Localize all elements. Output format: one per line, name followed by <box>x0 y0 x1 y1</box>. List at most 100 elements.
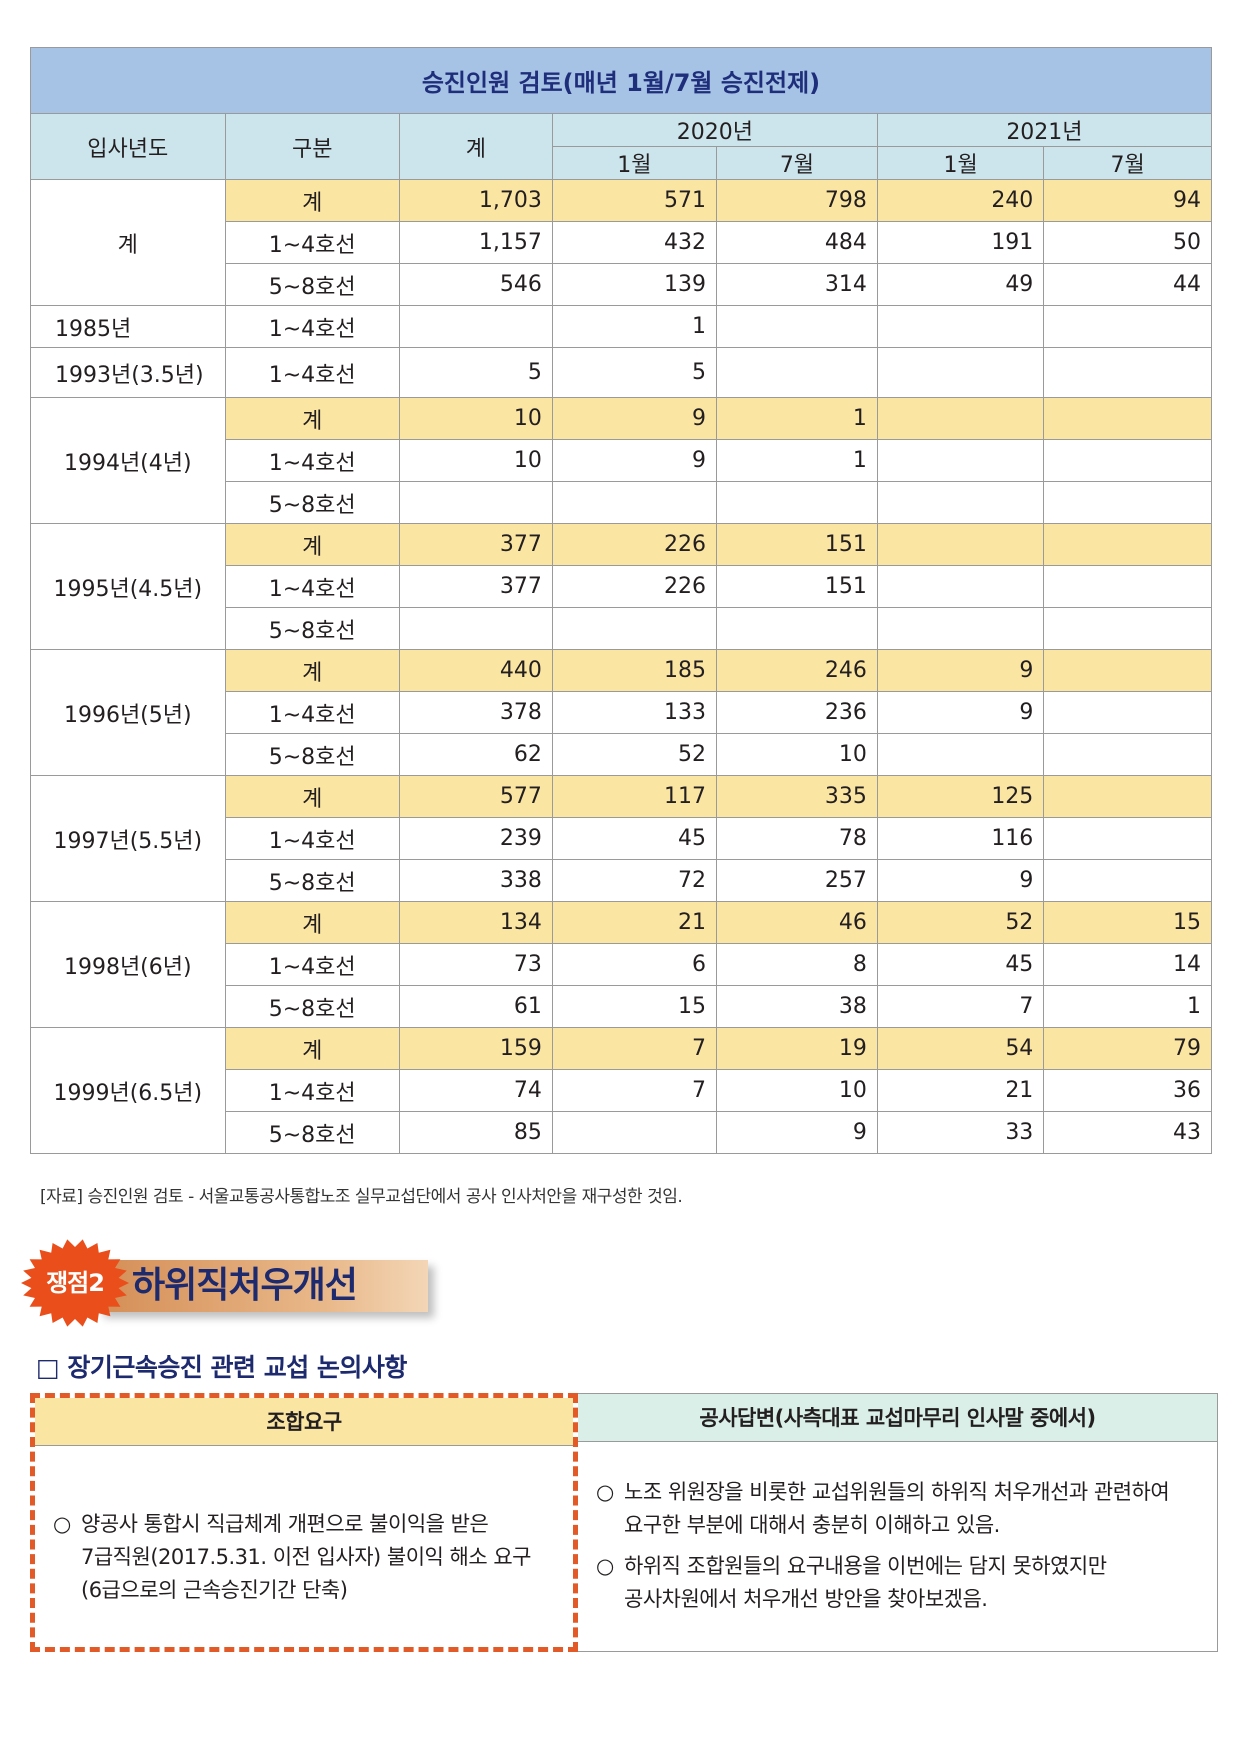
company-answer-list: ○ 노조 위원장을 비롯한 교섭위원들의 하위직 처우개선과 관련하여 요구한 부분… <box>588 1476 1208 1616</box>
header-2021: 2021년 <box>876 113 1213 147</box>
category-cell: 계 <box>224 649 400 692</box>
value-cell-y2020-jul: 246 <box>716 649 878 692</box>
value-cell-y2021-jul: 14 <box>1043 943 1212 986</box>
category-cell: 계 <box>224 901 400 944</box>
value-cell-total: 61 <box>398 985 553 1028</box>
value-cell-y2020-jan: 45 <box>551 817 718 860</box>
company-answer-header: 공사답변(사측대표 교섭마무리 인사말 중에서) <box>578 1394 1217 1442</box>
item-line: 노조 위원장을 비롯한 교섭위원들의 하위직 처우개선과 관련하여 <box>624 1480 1170 1504</box>
header-2020-jan: 1월 <box>551 146 718 180</box>
year-cell: 계 <box>30 179 226 306</box>
value-cell-total: 377 <box>398 523 553 566</box>
value-cell-y2020-jul: 335 <box>716 775 878 818</box>
value-cell-total: 85 <box>398 1111 553 1154</box>
item-line: 하위직 조합원들의 요구내용을 이번에는 담지 못하였지만 <box>624 1554 1107 1578</box>
value-cell-y2020-jul: 484 <box>716 221 878 264</box>
value-cell-y2021-jul: 43 <box>1043 1111 1212 1154</box>
value-cell-total: 74 <box>398 1069 553 1112</box>
table-row: 5~8호선 <box>31 481 1212 524</box>
value-cell-y2020-jul: 9 <box>716 1111 878 1154</box>
header-total: 계 <box>398 113 553 180</box>
value-cell-y2021-jul <box>1043 397 1212 440</box>
header-2021-jul: 7월 <box>1043 146 1212 180</box>
year-cell: 1994년(4년) <box>30 397 226 524</box>
value-cell-y2020-jan: 15 <box>551 985 718 1028</box>
value-cell-y2020-jan: 185 <box>551 649 718 692</box>
category-cell: 5~8호선 <box>224 733 400 776</box>
union-demand-header: 조합요구 <box>35 1398 573 1446</box>
value-cell-y2020-jul: 151 <box>716 565 878 608</box>
table-row: 5~8호선 85 9 33 43 <box>31 1111 1212 1154</box>
value-cell-total: 239 <box>398 817 553 860</box>
union-demand-item: ○ 양공사 통합시 직급체계 개편으로 불이익을 받은 7급직원(2017.5.31… <box>45 1508 565 1607</box>
value-cell-y2021-jul <box>1043 649 1212 692</box>
category-cell: 1~4호선 <box>224 305 400 348</box>
value-cell-y2021-jan: 116 <box>876 817 1045 860</box>
value-cell-y2021-jan: 49 <box>876 263 1045 306</box>
value-cell-total: 378 <box>398 691 553 734</box>
table-row: 5~8호선 61 15 38 7 1 <box>31 985 1212 1028</box>
value-cell-y2020-jul: 38 <box>716 985 878 1028</box>
bullet-circle-icon: ○ <box>53 1512 71 1536</box>
value-cell-total: 546 <box>398 263 553 306</box>
year-cell: 1996년(5년) <box>30 649 226 776</box>
value-cell-total: 159 <box>398 1027 553 1070</box>
value-cell-y2020-jul: 1 <box>716 439 878 482</box>
value-cell-y2021-jan: 33 <box>876 1111 1045 1154</box>
value-cell-y2020-jan: 571 <box>551 179 718 222</box>
table-row: 1~4호선 377 226 151 <box>31 565 1212 608</box>
table-row: 1994년(4년) 계 10 9 1 <box>30 397 1212 524</box>
table-row: 1985년 1~4호선 1 <box>30 305 1212 348</box>
value-cell-y2020-jul: 314 <box>716 263 878 306</box>
value-cell-y2020-jan: 7 <box>551 1069 718 1112</box>
issue-heading: 하위직처우개선 쟁점2 <box>20 1238 428 1327</box>
value-cell-y2021-jul <box>1043 775 1212 818</box>
value-cell-y2020-jan: 139 <box>551 263 718 306</box>
value-cell-y2021-jan: 52 <box>876 901 1045 944</box>
value-cell-y2020-jan: 9 <box>551 439 718 482</box>
year-cell: 1999년(6.5년) <box>30 1027 226 1154</box>
value-cell-y2020-jan: 133 <box>551 691 718 734</box>
category-cell: 5~8호선 <box>224 263 400 306</box>
value-cell-y2020-jan: 72 <box>551 859 718 902</box>
value-cell-y2021-jul <box>1043 347 1212 398</box>
bullet-circle-icon: ○ <box>596 1480 614 1504</box>
value-cell-total: 440 <box>398 649 553 692</box>
value-cell-y2021-jan <box>876 481 1045 524</box>
category-cell: 1~4호선 <box>224 221 400 264</box>
value-cell-y2020-jul: 236 <box>716 691 878 734</box>
value-cell-y2021-jul: 79 <box>1043 1027 1212 1070</box>
value-cell-y2021-jul <box>1043 439 1212 482</box>
value-cell-y2021-jan <box>876 305 1045 348</box>
category-cell: 1~4호선 <box>224 1069 400 1112</box>
company-answer-item: ○ 노조 위원장을 비롯한 교섭위원들의 하위직 처우개선과 관련하여 요구한 부분… <box>588 1476 1208 1542</box>
value-cell-total: 1,157 <box>398 221 553 264</box>
value-cell-y2020-jul <box>716 347 878 398</box>
category-cell: 1~4호선 <box>224 817 400 860</box>
year-cell: 1985년 <box>30 305 226 348</box>
value-cell-y2020-jan: 117 <box>551 775 718 818</box>
value-cell-y2020-jul: 78 <box>716 817 878 860</box>
value-cell-y2020-jan: 52 <box>551 733 718 776</box>
category-cell: 5~8호선 <box>224 985 400 1028</box>
value-cell-y2021-jan <box>876 523 1045 566</box>
value-cell-y2021-jul <box>1043 733 1212 776</box>
value-cell-y2021-jul: 94 <box>1043 179 1212 222</box>
issue-title-band <box>98 1260 428 1312</box>
value-cell-y2021-jul <box>1043 859 1212 902</box>
item-line: 7급직원(2017.5.31. 이전 입사자) 불이익 해소 요구 <box>81 1545 531 1569</box>
category-cell: 계 <box>224 775 400 818</box>
table-row: 1~4호선 378 133 236 9 <box>31 691 1212 734</box>
value-cell-total: 10 <box>398 397 553 440</box>
value-cell-y2021-jul <box>1043 523 1212 566</box>
value-cell-total <box>398 607 553 650</box>
value-cell-total: 10 <box>398 439 553 482</box>
value-cell-total: 134 <box>398 901 553 944</box>
value-cell-y2021-jan <box>876 347 1045 398</box>
value-cell-total <box>398 305 553 348</box>
value-cell-total: 62 <box>398 733 553 776</box>
header-category: 구분 <box>224 113 400 180</box>
value-cell-y2020-jul: 10 <box>716 1069 878 1112</box>
value-cell-y2021-jan: 9 <box>876 691 1045 734</box>
company-answer-item: ○ 하위직 조합원들의 요구내용을 이번에는 담지 못하였지만 공사차원에서 처우개… <box>588 1550 1208 1616</box>
